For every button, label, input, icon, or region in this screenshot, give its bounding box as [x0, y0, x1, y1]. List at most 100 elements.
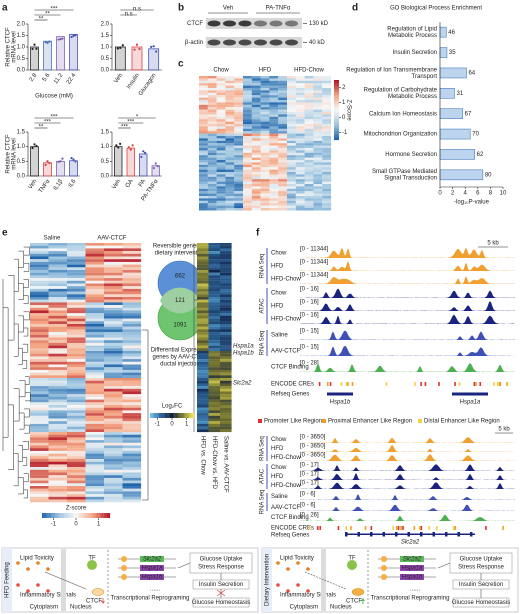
cre-mark — [428, 526, 431, 530]
heatmap-cell — [104, 396, 123, 400]
heatmap-cell — [220, 253, 232, 257]
heatmap-cell — [220, 405, 232, 408]
heatmap-cell — [234, 112, 244, 115]
heatmap-cell — [30, 491, 49, 495]
heatmap-cell — [48, 345, 68, 349]
heatmap-cell — [104, 380, 123, 384]
heatmap-cell — [122, 450, 142, 454]
heatmap-cell — [225, 203, 235, 206]
signal-track — [300, 314, 515, 324]
heatmap-cell — [251, 124, 261, 127]
colorbar-step — [334, 108, 339, 111]
heatmap-cell — [30, 429, 49, 433]
bar — [439, 67, 467, 79]
heatmap-cell — [30, 297, 49, 300]
heatmap-cell — [122, 353, 142, 357]
heatmap-cell — [122, 337, 142, 341]
heatmap-cell — [197, 429, 209, 433]
heatmap-cell — [220, 243, 232, 246]
heatmap-cell — [278, 200, 288, 204]
heatmap-cell — [287, 176, 296, 180]
heatmap-cell — [67, 251, 86, 254]
heatmap-cell — [322, 116, 332, 120]
heatmap-cell — [30, 456, 49, 460]
legend-swatch — [418, 419, 422, 423]
heatmap-cell — [85, 488, 105, 492]
heatmap-cell — [295, 148, 305, 151]
bar — [43, 40, 52, 71]
heatmap-cell — [197, 291, 209, 295]
heatmap-cell — [104, 261, 123, 265]
heatmap-cell — [216, 143, 226, 146]
heatmap-cell — [67, 415, 86, 419]
colorbar-step — [67, 513, 70, 518]
heatmap-cell — [104, 413, 123, 416]
heatmap-cell — [269, 116, 279, 120]
heatmap-cell — [67, 297, 86, 300]
heatmap-cell — [322, 95, 332, 98]
heatmap-cell — [322, 179, 332, 182]
panel-label: d — [352, 3, 358, 14]
heatmap-cell — [269, 104, 279, 108]
arrow — [361, 597, 365, 604]
heatmap-cell — [104, 253, 123, 257]
heatmap-cell — [48, 483, 68, 487]
heatmap-cell — [243, 176, 252, 180]
heatmap-cell — [287, 133, 296, 137]
heatmap-cell — [313, 112, 323, 115]
heatmap-cell — [207, 116, 217, 120]
group-label: HFD-Chow — [294, 68, 324, 74]
heatmap-cell — [243, 191, 252, 194]
heatmap-cell — [104, 278, 123, 281]
cre-mark — [506, 382, 508, 386]
heatmap-cell — [122, 378, 142, 381]
heatmap-cell — [295, 186, 305, 189]
heatmap-cell — [260, 100, 270, 103]
track-range: [0 - 11344] — [300, 260, 329, 266]
heatmap-cell — [104, 283, 123, 287]
heatmap-cell — [208, 302, 221, 306]
heatmap-cell — [48, 394, 68, 397]
heatmap-cell — [313, 172, 323, 175]
heatmap-cell — [67, 275, 86, 279]
cre-mark — [485, 526, 487, 530]
gene-label: Hspa1a — [142, 566, 163, 572]
y-axis-label: mRNA level — [12, 31, 18, 62]
heatmap-cell — [243, 174, 252, 177]
outcome-label: Insulin Secretion — [199, 582, 243, 588]
stimulus-label: Lipid Toxicity — [280, 556, 314, 562]
heatmap-cell — [207, 167, 217, 170]
heatmap-cell — [216, 160, 226, 163]
heatmap-cell — [85, 464, 105, 468]
heatmap-cell — [104, 372, 123, 376]
track-name: AAV-CTCF — [271, 349, 301, 355]
heatmap-cell — [199, 184, 208, 187]
heatmap-cell — [278, 143, 288, 146]
heatmap-cell — [234, 164, 244, 168]
term-label: Metabolic Process — [388, 33, 437, 39]
heatmap-cell — [322, 188, 332, 192]
heatmap-cell — [322, 143, 332, 146]
heatmap-cell — [225, 124, 235, 127]
heatmap-cell — [104, 407, 123, 411]
heatmap-cell — [313, 208, 323, 211]
heatmap-cell — [243, 179, 252, 182]
heatmap-cell — [234, 208, 244, 211]
heatmap-cell — [225, 176, 235, 180]
heatmap-cell — [197, 243, 209, 246]
heatmap-cell — [30, 423, 49, 427]
heatmap-cell — [304, 184, 314, 187]
signal-track — [300, 437, 515, 443]
dot — [119, 142, 122, 146]
heatmap-cell — [85, 248, 105, 252]
heatmap-cell — [199, 193, 208, 197]
heatmap-cell — [295, 198, 305, 201]
heatmap-cell — [85, 407, 105, 411]
heatmap-cell — [295, 76, 305, 79]
heatmap-cell — [304, 145, 314, 149]
heatmap-cell — [216, 157, 226, 161]
heatmap-cell — [197, 321, 209, 325]
heatmap-cell — [67, 253, 86, 257]
cre-mark — [397, 526, 400, 530]
heatmap-cell — [287, 102, 296, 105]
